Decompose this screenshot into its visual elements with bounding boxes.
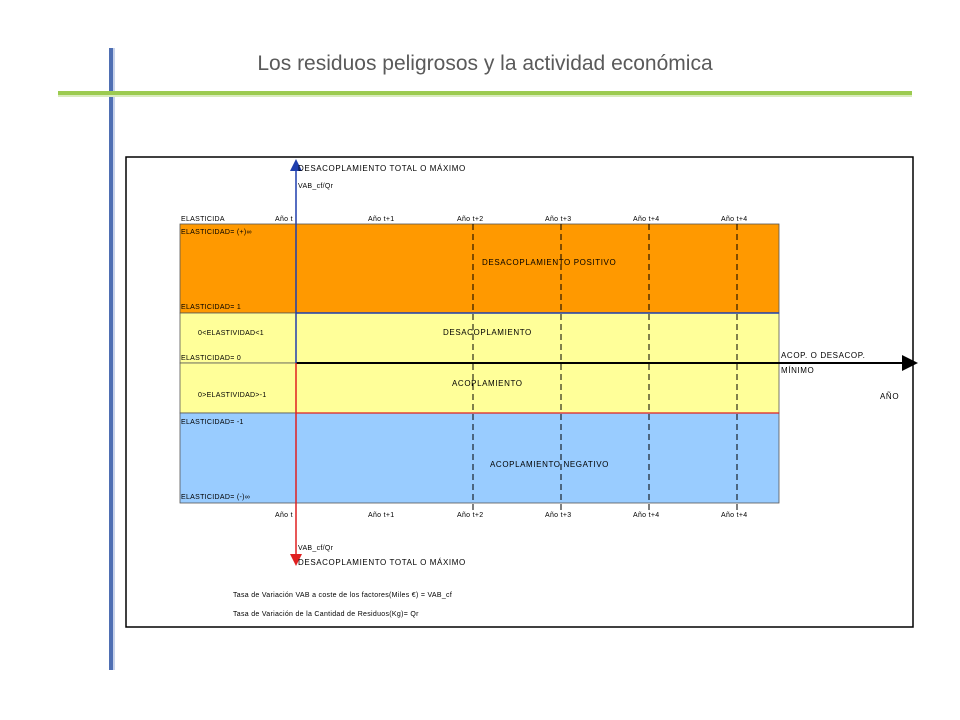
left-accent-bar-shadow	[113, 48, 115, 670]
year-axis-label: AÑO	[880, 392, 899, 401]
year-bottom-label: Año t+4	[633, 512, 659, 519]
title-underline	[58, 91, 912, 95]
slide-title: Los residuos peligrosos y la actividad e…	[257, 52, 713, 75]
year-top-label: Año t+1	[368, 216, 394, 223]
right-axis-label-2: MÍNIMO	[781, 366, 814, 375]
year-top-label: Año t+2	[457, 216, 483, 223]
zone-negative-coupling	[179, 412, 780, 504]
left-accent-bar	[109, 48, 113, 670]
elasticity-minus-inf-label: ELASTICIDAD= (-)∞	[181, 494, 250, 501]
top-axis-title: DESACOPLAMIENTO TOTAL O MÁXIMO	[298, 164, 466, 173]
zone-coupling	[179, 362, 780, 414]
elasticity-one-label: ELASTICIDAD= 1	[181, 304, 241, 311]
zone-decoupling	[179, 312, 780, 364]
year-bottom-label: Año t+4	[721, 512, 747, 519]
year-gridlines	[472, 224, 738, 513]
zone-positive-decoupling-label: DESACOPLAMIENTO POSITIVO	[482, 258, 616, 267]
elasticity-between-0-m1-label: 0>ELASTIVIDAD>-1	[198, 392, 267, 399]
year-bottom-label: Año t+3	[545, 512, 571, 519]
elasticity-zero-label: ELASTICIDAD= 0	[181, 355, 241, 362]
bottom-axis-variable: VAB_cf/Qr	[298, 545, 334, 552]
zone-coupling-label: ACOPLAMIENTO	[452, 379, 523, 388]
year-bottom-label: Año t+1	[368, 512, 394, 519]
year-top-label: Año t+3	[545, 216, 571, 223]
note-qr: Tasa de Variación de la Cantidad de Resi…	[233, 611, 419, 618]
zone-negative-coupling-label: ACOPLAMIENTO NEGATIVO	[490, 460, 609, 469]
zone-positive-decoupling	[179, 223, 780, 314]
header-elasticity-label: ELASTICIDA	[181, 216, 225, 223]
top-axis-variable: VAB_cf/Qr	[298, 183, 334, 190]
year-top-label: Año t	[275, 216, 293, 223]
right-axis-label-1: ACOP. O DESACOP.	[781, 351, 865, 360]
title-underline-shadow	[58, 95, 912, 97]
elasticity-minus-one-label: ELASTICIDAD= -1	[181, 419, 244, 426]
year-top-label: Año t+4	[721, 216, 747, 223]
bottom-axis-title: DESACOPLAMIENTO TOTAL O MÁXIMO	[298, 558, 466, 567]
elasticity-between-0-1-label: 0<ELASTIVIDAD<1	[198, 330, 264, 337]
year-bottom-label: Año t+2	[457, 512, 483, 519]
elasticity-plus-inf-label: ELASTICIDAD= (+)∞	[181, 229, 252, 236]
zone-decoupling-label: DESACOPLAMIENTO	[443, 328, 532, 337]
year-bottom-label: Año t	[275, 512, 293, 519]
year-top-label: Año t+4	[633, 216, 659, 223]
note-vab: Tasa de Variación VAB a coste de los fac…	[233, 592, 452, 599]
